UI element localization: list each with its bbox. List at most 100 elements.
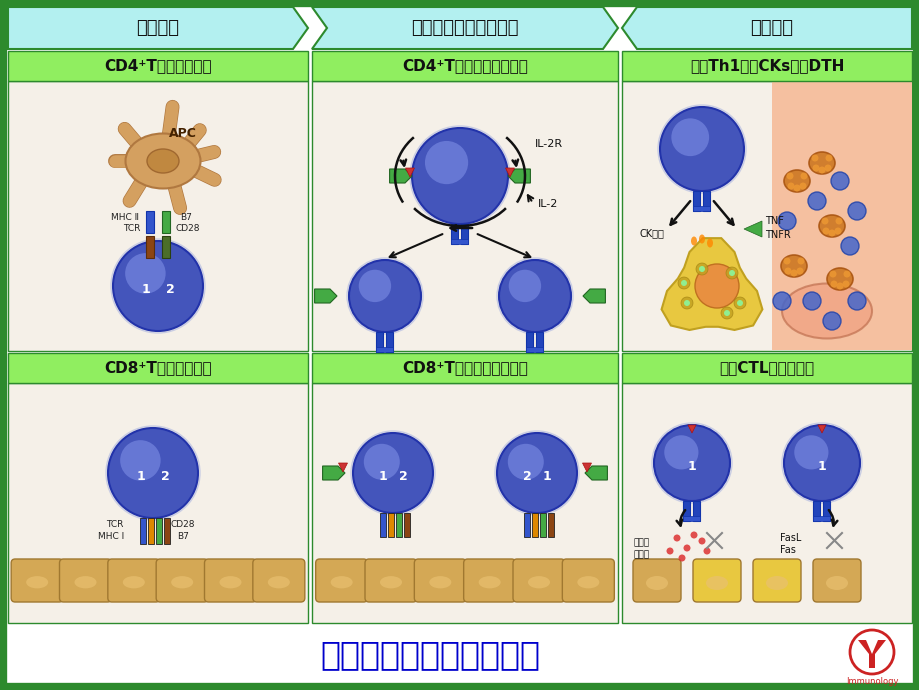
Text: CD28: CD28 <box>176 224 200 233</box>
Bar <box>8 51 308 81</box>
Ellipse shape <box>577 576 598 589</box>
Polygon shape <box>312 7 618 49</box>
FancyBboxPatch shape <box>253 559 304 602</box>
Polygon shape <box>621 7 911 49</box>
Circle shape <box>796 268 802 275</box>
Circle shape <box>653 425 729 501</box>
Circle shape <box>818 166 824 173</box>
Circle shape <box>811 164 819 172</box>
Circle shape <box>807 192 825 210</box>
Bar <box>376 347 393 352</box>
Polygon shape <box>405 168 414 177</box>
Circle shape <box>425 141 468 184</box>
Text: 识别阶段: 识别阶段 <box>136 19 179 37</box>
FancyBboxPatch shape <box>562 559 614 602</box>
Circle shape <box>677 277 689 289</box>
Circle shape <box>508 270 540 302</box>
Circle shape <box>777 212 795 230</box>
FancyBboxPatch shape <box>3 3 916 687</box>
Text: 1: 1 <box>542 469 550 482</box>
Ellipse shape <box>380 576 402 589</box>
Circle shape <box>843 270 849 277</box>
Ellipse shape <box>706 239 712 248</box>
FancyBboxPatch shape <box>60 559 111 602</box>
Circle shape <box>696 263 708 275</box>
Ellipse shape <box>429 576 451 589</box>
Bar <box>461 224 468 244</box>
Ellipse shape <box>690 237 697 246</box>
Text: 细胞免疫应答的基本过程: 细胞免疫应答的基本过程 <box>320 638 539 671</box>
Polygon shape <box>582 463 591 472</box>
Circle shape <box>829 270 835 277</box>
Circle shape <box>363 444 400 480</box>
Circle shape <box>698 266 704 272</box>
Bar <box>621 51 911 81</box>
Polygon shape <box>507 169 530 183</box>
Bar <box>693 206 709 211</box>
Text: 1: 1 <box>686 460 696 473</box>
Ellipse shape <box>123 576 144 589</box>
Bar <box>693 191 699 211</box>
Circle shape <box>830 172 848 190</box>
Text: CD8⁺T细胞识别抗原: CD8⁺T细胞识别抗原 <box>104 360 211 375</box>
Text: MHC Ⅱ: MHC Ⅱ <box>111 213 139 222</box>
Bar <box>8 353 308 383</box>
Text: TCR: TCR <box>123 224 141 233</box>
Circle shape <box>353 433 433 513</box>
Circle shape <box>823 312 840 330</box>
Circle shape <box>772 292 790 310</box>
Text: IL-2: IL-2 <box>538 199 558 209</box>
Text: MHC Ⅰ: MHC Ⅰ <box>97 532 124 541</box>
Text: TNFR: TNFR <box>765 230 790 240</box>
Bar <box>693 501 699 521</box>
Text: 1: 1 <box>142 282 150 295</box>
Circle shape <box>800 172 807 179</box>
Circle shape <box>348 260 421 332</box>
Circle shape <box>783 425 859 501</box>
Circle shape <box>496 433 576 513</box>
FancyBboxPatch shape <box>315 559 368 602</box>
Polygon shape <box>871 640 885 654</box>
Bar <box>539 513 545 537</box>
Ellipse shape <box>528 576 550 589</box>
Bar <box>526 347 543 352</box>
Bar <box>526 332 533 352</box>
FancyBboxPatch shape <box>513 559 564 602</box>
Ellipse shape <box>826 268 852 290</box>
Circle shape <box>694 264 738 308</box>
Bar <box>8 81 308 351</box>
Ellipse shape <box>783 170 809 192</box>
Bar <box>548 513 553 537</box>
Text: 2: 2 <box>398 469 407 482</box>
Bar <box>524 513 529 537</box>
Circle shape <box>507 444 543 480</box>
Circle shape <box>789 270 797 277</box>
Bar <box>388 513 393 537</box>
Bar <box>812 516 830 521</box>
Ellipse shape <box>825 576 847 590</box>
Polygon shape <box>338 463 347 472</box>
Bar <box>148 518 153 544</box>
Circle shape <box>720 307 732 319</box>
Ellipse shape <box>26 576 48 589</box>
FancyBboxPatch shape <box>414 559 466 602</box>
FancyBboxPatch shape <box>812 559 860 602</box>
FancyBboxPatch shape <box>463 559 516 602</box>
Bar <box>140 518 146 544</box>
Bar <box>376 332 383 352</box>
Text: FasL: FasL <box>779 533 800 543</box>
Circle shape <box>680 297 692 309</box>
Text: CD8⁺T活化、增殖、分化: CD8⁺T活化、增殖、分化 <box>402 360 528 375</box>
Circle shape <box>847 292 865 310</box>
Ellipse shape <box>781 284 871 339</box>
Polygon shape <box>8 7 308 49</box>
Polygon shape <box>687 425 696 433</box>
Text: 2: 2 <box>165 282 175 295</box>
Circle shape <box>665 547 673 555</box>
Text: 活化、增殖、分化阶段: 活化、增殖、分化阶段 <box>411 19 518 37</box>
Bar <box>162 236 170 258</box>
Ellipse shape <box>766 576 788 590</box>
Circle shape <box>784 268 790 275</box>
Circle shape <box>703 547 709 555</box>
Text: IL-2R: IL-2R <box>535 139 562 149</box>
